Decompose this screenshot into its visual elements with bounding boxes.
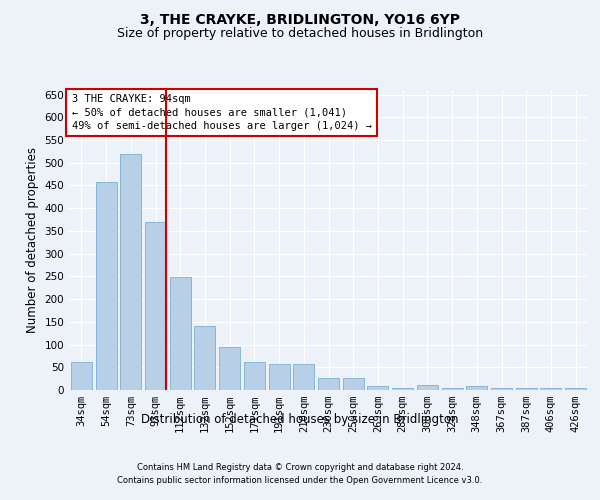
Bar — [392, 388, 413, 390]
Bar — [343, 378, 364, 390]
Bar — [95, 182, 116, 390]
Text: Distribution of detached houses by size in Bridlington: Distribution of detached houses by size … — [141, 412, 459, 426]
Bar — [244, 362, 265, 390]
Bar — [516, 388, 537, 390]
Text: Size of property relative to detached houses in Bridlington: Size of property relative to detached ho… — [117, 28, 483, 40]
Text: 3 THE CRAYKE: 94sqm
← 50% of detached houses are smaller (1,041)
49% of semi-det: 3 THE CRAYKE: 94sqm ← 50% of detached ho… — [71, 94, 371, 131]
Bar — [194, 326, 215, 390]
Bar — [145, 222, 166, 390]
Bar — [71, 362, 92, 390]
Bar — [417, 384, 438, 390]
Bar — [269, 364, 290, 390]
Bar — [491, 388, 512, 390]
Text: Contains HM Land Registry data © Crown copyright and database right 2024.: Contains HM Land Registry data © Crown c… — [137, 462, 463, 471]
Bar — [219, 347, 240, 390]
Text: 3, THE CRAYKE, BRIDLINGTON, YO16 6YP: 3, THE CRAYKE, BRIDLINGTON, YO16 6YP — [140, 12, 460, 26]
Bar — [541, 388, 562, 390]
Bar — [120, 154, 141, 390]
Bar — [170, 278, 191, 390]
Bar — [466, 386, 487, 390]
Text: Contains public sector information licensed under the Open Government Licence v3: Contains public sector information licen… — [118, 476, 482, 485]
Bar — [293, 364, 314, 390]
Y-axis label: Number of detached properties: Number of detached properties — [26, 147, 39, 333]
Bar — [367, 386, 388, 390]
Bar — [442, 388, 463, 390]
Bar — [318, 378, 339, 390]
Bar — [565, 388, 586, 390]
